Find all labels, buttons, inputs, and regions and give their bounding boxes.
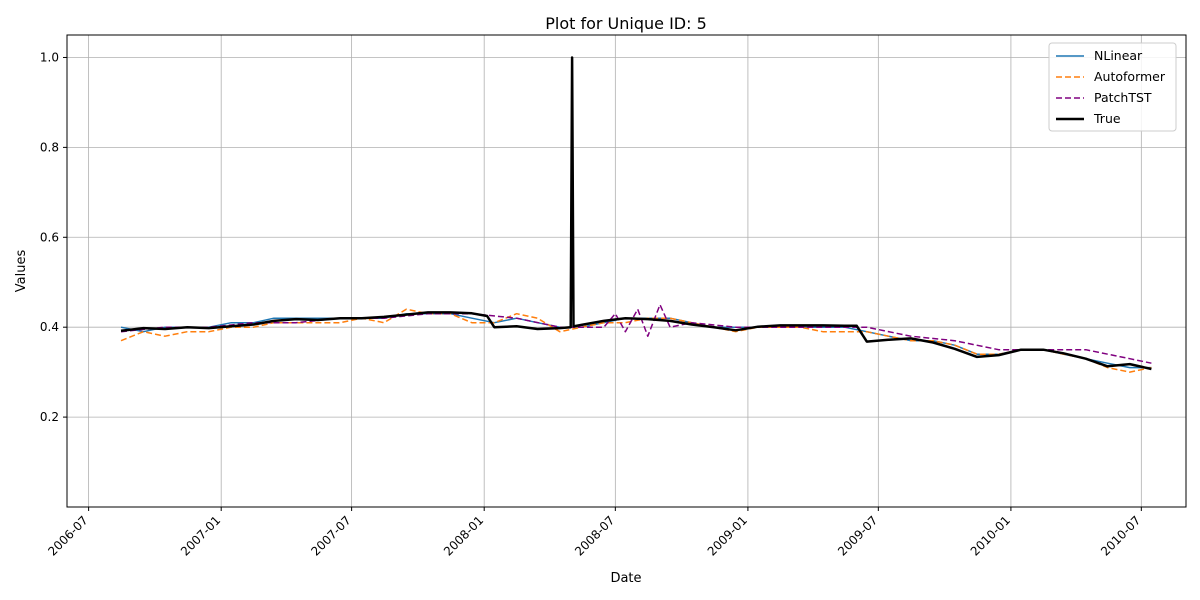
- x-axis-title: Date: [610, 571, 641, 586]
- plot-frame: [66, 34, 1187, 508]
- y-axis-title: Values: [14, 250, 29, 293]
- legend-label: Autoformer: [1094, 69, 1166, 84]
- legend-label: PatchTST: [1094, 90, 1152, 105]
- chart-title: Plot for Unique ID: 5: [545, 14, 707, 33]
- legend-label: NLinear: [1094, 48, 1143, 63]
- y-tick-label: 0.4: [40, 320, 59, 334]
- legend: NLinear Autoformer PatchTST True: [1048, 42, 1177, 132]
- legend-label: True: [1093, 111, 1121, 126]
- legend-box: [1048, 42, 1177, 132]
- y-tick-label: 1.0: [40, 50, 59, 64]
- y-tick-label: 0.6: [40, 230, 59, 244]
- series-lines: [120, 56, 1152, 373]
- y-axis-ticks: 0.2 0.4 0.6 0.8 1.0: [40, 50, 67, 424]
- y-tick-label: 0.2: [40, 410, 59, 424]
- series-line-true: [120, 56, 1152, 371]
- y-tick-label: 0.8: [40, 140, 59, 154]
